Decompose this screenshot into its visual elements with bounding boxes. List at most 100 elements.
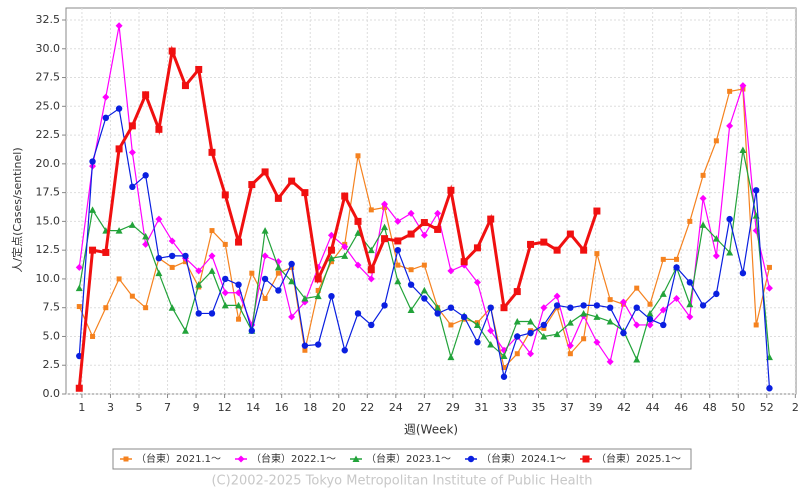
data-point	[447, 353, 455, 361]
data-point	[674, 256, 680, 262]
data-point	[368, 207, 374, 213]
data-point	[328, 292, 335, 300]
data-point	[765, 284, 773, 292]
data-point	[261, 227, 269, 234]
data-point	[553, 292, 561, 300]
data-point	[129, 183, 136, 191]
data-point	[248, 327, 256, 334]
legend-marker	[467, 455, 475, 463]
data-point	[155, 125, 163, 133]
data-point	[513, 318, 521, 325]
data-point	[726, 215, 733, 223]
data-point	[367, 266, 375, 274]
data-point	[739, 146, 747, 154]
data-point	[128, 221, 136, 228]
data-point	[541, 325, 547, 331]
data-point	[116, 276, 122, 282]
x-tick-label: 18	[303, 401, 317, 414]
data-point	[606, 358, 614, 366]
data-point	[712, 235, 720, 242]
y-tick-label: 20.0	[36, 157, 61, 170]
data-point	[567, 351, 573, 357]
x-tick-label: 1	[78, 401, 85, 414]
data-point	[143, 305, 149, 311]
x-tick-label: 52	[760, 401, 774, 414]
data-point	[115, 227, 123, 234]
data-point	[540, 238, 548, 246]
x-tick-label: 31	[474, 401, 488, 414]
data-point	[407, 306, 415, 313]
data-point	[753, 322, 759, 328]
y-tick-label: 17.5	[36, 186, 61, 199]
data-point	[115, 145, 123, 153]
legend-label: （台東）2023.1～	[366, 452, 451, 465]
data-point	[75, 263, 83, 271]
data-point	[660, 321, 667, 329]
data-point	[235, 301, 243, 309]
data-point	[314, 341, 322, 348]
y-tick-label: 15.0	[36, 214, 61, 227]
x-tick-label: 39	[589, 401, 603, 414]
data-point	[420, 286, 428, 294]
data-point	[328, 259, 334, 265]
data-point	[222, 275, 229, 283]
data-point	[314, 292, 322, 300]
legend-label: （台東）2022.1～	[251, 452, 336, 465]
data-point	[407, 281, 415, 288]
data-point	[553, 302, 561, 309]
data-point	[381, 223, 389, 231]
data-point	[168, 304, 176, 311]
data-point	[727, 88, 733, 94]
x-tick-label: 44	[646, 401, 660, 414]
legend-box	[112, 448, 692, 470]
data-point	[686, 300, 694, 308]
data-point	[421, 295, 428, 302]
data-point	[221, 301, 229, 309]
data-point	[222, 241, 228, 247]
data-point	[301, 342, 309, 349]
data-point	[514, 333, 521, 340]
data-point	[633, 355, 641, 363]
data-point	[553, 330, 561, 338]
series-line	[77, 45, 599, 389]
x-tick-label: 33	[503, 401, 517, 414]
y-tick-label: 30.0	[36, 42, 61, 55]
data-point	[567, 304, 574, 311]
data-point	[89, 206, 97, 213]
data-point	[168, 47, 176, 55]
data-point	[646, 309, 654, 317]
data-point	[527, 350, 535, 358]
data-point	[487, 215, 495, 223]
data-point	[354, 310, 362, 317]
data-point	[89, 158, 96, 165]
data-point	[726, 122, 734, 130]
data-point	[262, 295, 268, 301]
data-point	[394, 217, 402, 225]
data-point	[128, 122, 136, 130]
data-point	[248, 181, 256, 189]
legend-label: （台東）2021.1～	[136, 452, 221, 465]
data-point	[473, 321, 481, 328]
data-point	[460, 258, 468, 266]
data-point	[142, 91, 150, 99]
data-point	[261, 168, 269, 176]
x-tick-label: 42	[617, 401, 631, 414]
data-point	[103, 305, 109, 311]
data-point	[195, 65, 203, 73]
data-point	[221, 289, 229, 297]
y-tick-label: 7.5	[43, 301, 61, 314]
data-point	[128, 148, 136, 156]
y-tick-label: 10.0	[36, 272, 61, 285]
data-point	[208, 148, 216, 156]
data-point	[155, 255, 163, 262]
data-point	[673, 264, 680, 271]
data-point	[208, 252, 216, 260]
data-point	[553, 246, 561, 254]
data-point	[368, 321, 375, 329]
data-point	[527, 240, 535, 248]
data-point	[420, 219, 428, 227]
data-point	[646, 321, 654, 329]
data-point	[195, 310, 202, 317]
x-tick-label: 50	[731, 401, 745, 414]
